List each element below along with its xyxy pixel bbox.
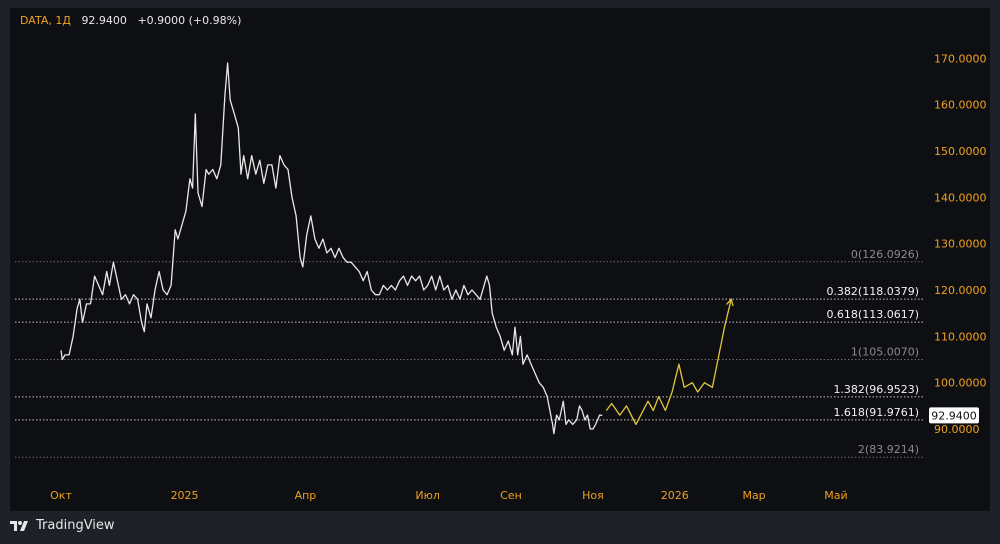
x-tick-label-4: Сен (500, 489, 522, 502)
fib-label-0: 0(126.0926) (851, 248, 919, 261)
interval-label[interactable]: 1Д (55, 14, 71, 27)
price-change: +0.9000 (+0.98%) (137, 14, 242, 27)
forecast-arrowhead (726, 297, 734, 307)
y-tick-label-8: 170.0000 (934, 52, 987, 65)
tradingview-brand: TradingView (36, 518, 115, 533)
last-price-label: 92.9400 (931, 409, 977, 422)
fibonacci-levels: 0(126.0926) 0.382(118.0379) 0.618(113.0617… (15, 248, 925, 458)
x-tick-label-1: 2025 (171, 489, 199, 502)
fib-label-5: 1.618(91.9761) (833, 406, 919, 419)
last-price-value: 92.9400 (81, 14, 127, 27)
x-tick-label-3: Июл (415, 489, 440, 502)
symbol-header: DATA, 1Д 92.9400 +0.9000 (+0.98%) (20, 14, 242, 27)
y-tick-label-1: 100.0000 (934, 377, 987, 390)
x-tick-label-8: Май (824, 489, 847, 502)
fib-label-1: 0.382(118.0379) (826, 285, 919, 298)
price-axis[interactable]: 90.0000 100.0000 110.0000 120.0000 130.0000 1… (934, 52, 987, 436)
last-price-box (929, 407, 979, 424)
tradingview-logo[interactable]: TradingView (10, 518, 115, 533)
fib-label-3: 1(105.0070) (851, 345, 919, 358)
x-tick-label-2: Апр (295, 489, 317, 502)
price-series (60, 62, 734, 435)
fib-label-6: 2(83.9214) (858, 443, 919, 456)
x-tick-label-7: Мар (742, 489, 765, 502)
y-tick-label-7: 160.0000 (934, 99, 987, 112)
y-tick-label-4: 130.0000 (934, 238, 987, 251)
fib-label-4: 1.382(96.9523) (833, 383, 919, 396)
fib-label-2: 0.618(113.0617) (826, 308, 919, 321)
y-tick-label-2: 110.0000 (934, 330, 987, 343)
price-line (60, 62, 603, 435)
y-tick-label-5: 140.0000 (934, 191, 987, 204)
x-tick-label-6: 2026 (661, 489, 689, 502)
forecast-line (605, 299, 732, 426)
y-tick-label-6: 150.0000 (934, 145, 987, 158)
symbol-name[interactable]: DATA (20, 14, 49, 27)
x-tick-label-5: Ноя (582, 489, 604, 502)
tradingview-logo-icon (10, 520, 28, 531)
x-tick-label-0: Окт (50, 489, 72, 502)
y-tick-label-0: 90.0000 (934, 423, 980, 436)
y-tick-label-3: 120.0000 (934, 284, 987, 297)
time-axis[interactable]: Окт 2025 Апр Июл Сен Ноя 2026 Мар Май (50, 489, 848, 502)
last-price-marker: 92.9400 (929, 407, 979, 424)
